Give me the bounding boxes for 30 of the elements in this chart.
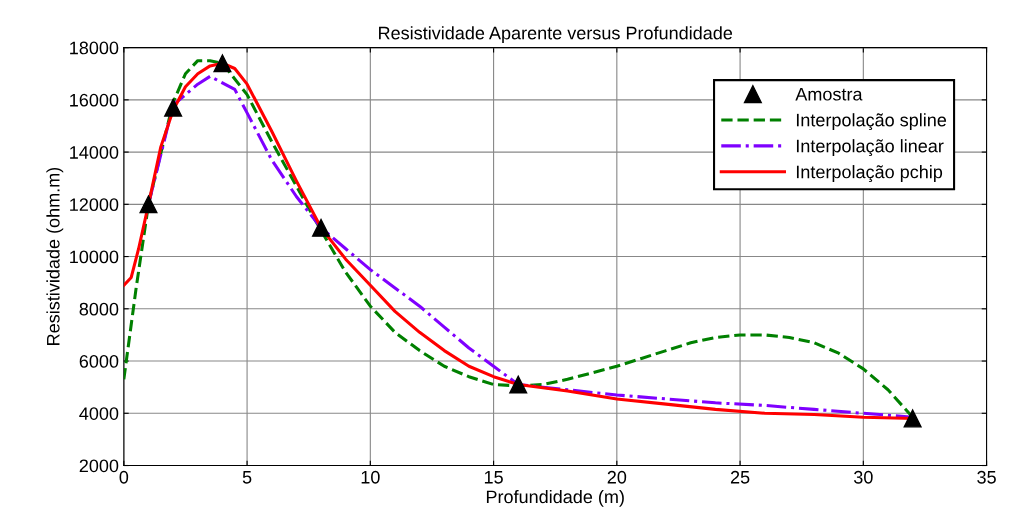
x-tick-label: 10 — [361, 470, 380, 484]
x-tick-label: 5 — [242, 471, 252, 484]
legend-label: Interpolação pchip — [796, 165, 943, 182]
legend-label: Interpolação linear — [796, 139, 944, 157]
x-axis-title: Profundidade (m) — [486, 489, 624, 507]
y-tick-label: 4000 — [79, 407, 119, 420]
point — [312, 218, 331, 237]
y-tick-label: 6000 — [79, 354, 119, 368]
y-tick-label: 16000 — [70, 93, 119, 107]
y-tick-label: 18000 — [70, 41, 119, 55]
point — [213, 54, 232, 73]
y-tick-label: 8000 — [79, 302, 119, 316]
x-tick-label: 35 — [977, 470, 996, 484]
x-tick-label: 15 — [484, 471, 503, 484]
point — [509, 375, 528, 394]
y-tick-label: 14000 — [70, 146, 119, 159]
point — [164, 98, 183, 117]
chart-title: Resistividade Aparente versus Profundidade — [379, 26, 733, 44]
x-tick-label: 25 — [730, 470, 750, 484]
legend-label: Amostra — [795, 88, 863, 101]
y-axis-title: Resistividade (ohm.m) — [46, 167, 64, 345]
y-tick-label: 10000 — [70, 250, 119, 264]
x-tick-label: 0 — [119, 470, 129, 484]
legend-label: Interpolação spline — [796, 113, 947, 131]
point — [139, 195, 158, 214]
x-tick-label: 20 — [607, 470, 627, 484]
y-tick-label: 2000 — [79, 459, 119, 473]
x-tick-label: 30 — [853, 470, 873, 484]
y-tick-label: 12000 — [70, 198, 119, 212]
point — [903, 409, 922, 428]
